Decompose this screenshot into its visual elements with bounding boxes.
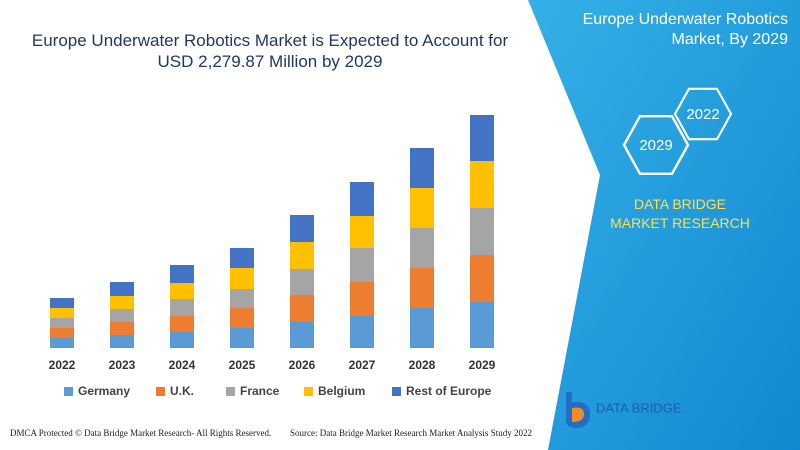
bar-segment (470, 161, 494, 208)
bar-segment (350, 282, 374, 316)
legend-swatch (64, 387, 73, 396)
bar-segment (470, 208, 494, 255)
bar-segment (110, 322, 134, 335)
bar-segment (290, 242, 314, 269)
bar-segment (290, 269, 314, 295)
logo-text: DATA BRIDGE (596, 400, 682, 415)
footer-source: Source: Data Bridge Market Research Mark… (290, 428, 532, 438)
bar-segment (470, 255, 494, 302)
legend-label: Germany (78, 384, 130, 398)
bar-segment (110, 309, 134, 322)
bar-segment (170, 316, 194, 332)
bar-segment (230, 328, 254, 348)
x-tick-label: 2025 (229, 358, 256, 372)
x-tick-label: 2024 (169, 358, 196, 372)
bar-segment (290, 322, 314, 348)
x-tick-label: 2022 (49, 358, 76, 372)
bar-segment (470, 302, 494, 348)
x-tick-label: 2023 (109, 358, 136, 372)
hexagon (622, 115, 690, 176)
bar-segment (290, 215, 314, 242)
bar-segment (50, 298, 74, 308)
legend-swatch (304, 387, 313, 396)
bar-segment (470, 115, 494, 161)
bar-segment (350, 316, 374, 348)
bar-segment (410, 188, 434, 228)
bar-segment (410, 228, 434, 268)
bar-segment (290, 295, 314, 322)
hex-label: 2029 (639, 137, 672, 154)
legend-swatch (392, 387, 401, 396)
hex-label: 2022 (686, 106, 719, 123)
legend-label: Rest of Europe (406, 384, 492, 398)
bar-segment (110, 282, 134, 296)
chart-title: Europe Underwater Robotics Market is Exp… (31, 31, 509, 71)
x-tick-label: 2029 (469, 358, 496, 372)
bar-segment (50, 328, 74, 338)
bar-segment (410, 308, 434, 348)
bar-segment (350, 182, 374, 216)
legend-label: U.K. (170, 384, 194, 398)
bar-segment (410, 268, 434, 308)
brand: DATA BRIDGE MARKET RESEARCH (610, 196, 750, 231)
bar-segment (230, 289, 254, 308)
bar-segment (50, 318, 74, 328)
bar-segment (350, 216, 374, 248)
legend-swatch (226, 387, 235, 396)
panel-title: Europe Underwater Robotics Market, By 20… (582, 11, 788, 48)
legend-label: Belgium (318, 384, 365, 398)
bar-segment (170, 299, 194, 316)
logo-icon (572, 407, 584, 422)
x-tick-label: 2028 (409, 358, 436, 372)
bar-segment (50, 338, 74, 348)
bar-segment (110, 335, 134, 348)
bar-segment (170, 332, 194, 348)
bar-segment (230, 248, 254, 268)
bar-segment (230, 268, 254, 289)
legend-label: France (240, 384, 280, 398)
footer-note: DMCA Protected © Data Bridge Market Rese… (10, 428, 272, 438)
bar-segment (410, 148, 434, 188)
bar-segment (110, 296, 134, 309)
bar-segment (170, 265, 194, 283)
x-tick-label: 2026 (289, 358, 316, 372)
bar-segment (230, 308, 254, 328)
bar-segment (50, 308, 74, 318)
bar-segment (350, 248, 374, 282)
hexagon (673, 87, 733, 141)
bar-segment (170, 283, 194, 299)
x-tick-label: 2027 (349, 358, 376, 372)
legend-swatch (156, 387, 165, 396)
side-panel (528, 0, 800, 450)
